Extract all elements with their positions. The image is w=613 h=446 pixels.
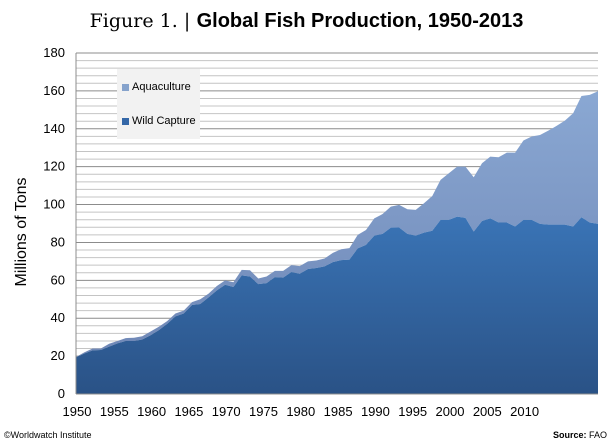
x-tick-label: 1960 [137,404,166,419]
x-tick-label: 1995 [398,404,427,419]
x-tick-label: 1955 [100,404,129,419]
legend-swatch-aquaculture [122,83,129,91]
source: Source: FAO [553,430,607,440]
legend-swatch-wild-capture [122,117,129,125]
x-tick-label: 1975 [249,404,278,419]
y-axis-tick-labels: 0 20 40 60 80 100 120 140 160 180 [43,45,65,401]
y-tick-label: 100 [43,197,65,212]
legend-item-wild-capture: Wild Capture [122,115,196,127]
x-axis-tick-labels: 1950 1955 1960 1965 1970 1975 1980 1985 1990 1995… [63,404,540,419]
y-tick-label: 120 [43,159,65,174]
x-tick-label: 1970 [212,404,241,419]
y-tick-label: 180 [43,45,65,60]
axes [75,53,598,395]
x-tick-label: 1990 [361,404,390,419]
y-tick-label: 20 [51,348,65,363]
chart-title: Figure 1. | Global Fish Production, 1950… [0,8,613,33]
x-tick-label: 2000 [436,404,465,419]
x-tick-label: 2010 [510,404,539,419]
x-tick-label: 1950 [63,404,92,419]
y-tick-label: 140 [43,121,65,136]
y-tick-label: 80 [51,234,65,249]
source-label: Source: [552,430,587,440]
wild-capture-area [76,216,598,394]
source-value: FAO [588,430,607,440]
x-tick-label: 1980 [286,404,315,419]
legend: Aquaculture Wild Capture [117,69,200,139]
y-tick-label: 160 [43,83,65,98]
legend-label-aquaculture: Aquaculture [132,81,191,93]
legend-label-wild-capture: Wild Capture [132,115,196,127]
y-tick-label: 0 [58,386,65,401]
plot-areas [76,91,598,394]
credit: ©Worldwatch Institute [4,430,92,440]
x-tick-label: 1965 [174,404,203,419]
legend-item-aquaculture: Aquaculture [122,81,191,93]
x-tick-label: 1985 [324,404,353,419]
figure-label: Figure 1. | [89,10,191,32]
chart-title-text: Global Fish Production, 1950-2013 [196,10,524,32]
y-tick-label: 40 [51,310,65,325]
y-axis-title: Millions of Tons [13,177,30,286]
x-tick-label: 2005 [473,404,502,419]
y-tick-label: 60 [51,272,65,287]
